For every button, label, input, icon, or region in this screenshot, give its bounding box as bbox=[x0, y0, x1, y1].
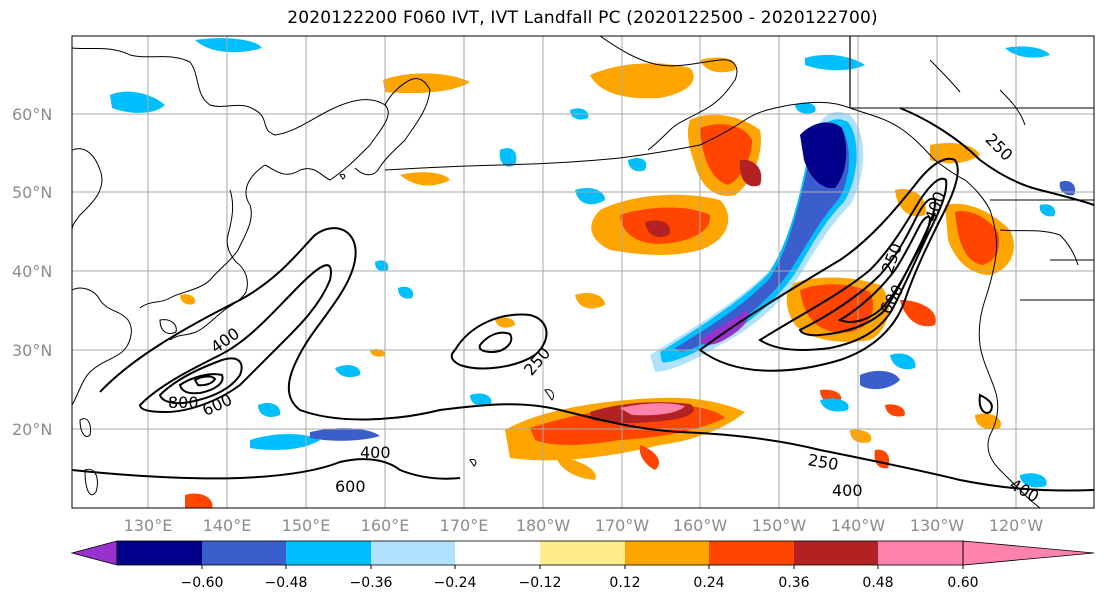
map-frame bbox=[71, 35, 1095, 509]
colorbar-segment bbox=[794, 541, 878, 565]
colorbar-segment bbox=[455, 541, 540, 565]
colorbar-segment bbox=[709, 541, 794, 565]
lon-label-130e: 130°E bbox=[124, 516, 173, 535]
lon-label-140w: 140°W bbox=[831, 516, 886, 535]
lon-label-120w: 120°W bbox=[989, 516, 1044, 535]
lat-label-60n: 60°N bbox=[12, 105, 52, 124]
lat-label-40n: 40°N bbox=[12, 262, 52, 281]
lat-label-30n: 30°N bbox=[12, 341, 52, 360]
lat-label-20n: 20°N bbox=[12, 420, 52, 439]
latitude-labels: 60°N 50°N 40°N 30°N 20°N bbox=[12, 105, 52, 439]
colorbar-segment bbox=[878, 541, 963, 565]
contour-label-800: 800 bbox=[168, 393, 199, 412]
colorbar-segment bbox=[625, 541, 709, 565]
colorbar-tick-label: 0.36 bbox=[778, 575, 809, 591]
colorbar-tick-label: −0.12 bbox=[519, 575, 562, 591]
contour-label-400-se: 400 bbox=[832, 481, 863, 500]
contour-label-400-south: 400 bbox=[360, 443, 391, 462]
lon-label-130w: 130°W bbox=[910, 516, 965, 535]
lon-label-160w: 160°W bbox=[673, 516, 728, 535]
colorbar-tick-label: −0.48 bbox=[265, 575, 308, 591]
colorbar-segment bbox=[117, 541, 202, 565]
colorbar-ticks bbox=[201, 565, 964, 569]
lon-label-160e: 160°E bbox=[361, 516, 410, 535]
colorbar: −0.60 −0.48 −0.36 −0.24 −0.12 0.12 0.24 … bbox=[70, 540, 1095, 591]
colorbar-tick-label: 0.48 bbox=[862, 575, 893, 591]
colorbar-segment bbox=[286, 541, 371, 565]
colorbar-segment bbox=[202, 541, 286, 565]
colorbar-tick-label: −0.36 bbox=[350, 575, 393, 591]
colorbar-extend-max bbox=[962, 540, 1095, 566]
lon-label-140e: 140°E bbox=[203, 516, 252, 535]
lon-label-150w: 150°W bbox=[752, 516, 807, 535]
colorbar-tick-label: −0.60 bbox=[181, 575, 224, 591]
lon-label-170w: 170°W bbox=[595, 516, 650, 535]
colorbar-extend-min bbox=[70, 540, 118, 566]
colorbar-tick-label: 0.12 bbox=[609, 575, 640, 591]
lon-label-170e: 170°E bbox=[440, 516, 489, 535]
coastlines bbox=[72, 36, 1094, 508]
ivt-contours bbox=[72, 107, 1094, 492]
colorbar-segment bbox=[371, 541, 455, 565]
lon-label-180w: 180°W bbox=[516, 516, 571, 535]
colorbar-tick-label: 0.24 bbox=[693, 575, 724, 591]
lon-label-150e: 150°E bbox=[282, 516, 331, 535]
colorbar-tick-label: 0.60 bbox=[947, 575, 978, 591]
longitude-labels: 130°E 140°E 150°E 160°E 170°E 180°W 170°… bbox=[124, 516, 1044, 535]
colorbar-segment bbox=[540, 541, 625, 565]
lat-label-50n: 50°N bbox=[12, 183, 52, 202]
colorbar-tick-label: −0.24 bbox=[434, 575, 477, 591]
colorbar-tick-labels: −0.60 −0.48 −0.36 −0.24 −0.12 0.12 0.24 … bbox=[181, 575, 979, 591]
graticule bbox=[72, 36, 1094, 508]
contour-label-600-south: 600 bbox=[335, 477, 366, 496]
map-title: 2020122200 F060 IVT, IVT Landfall PC (20… bbox=[287, 8, 878, 28]
